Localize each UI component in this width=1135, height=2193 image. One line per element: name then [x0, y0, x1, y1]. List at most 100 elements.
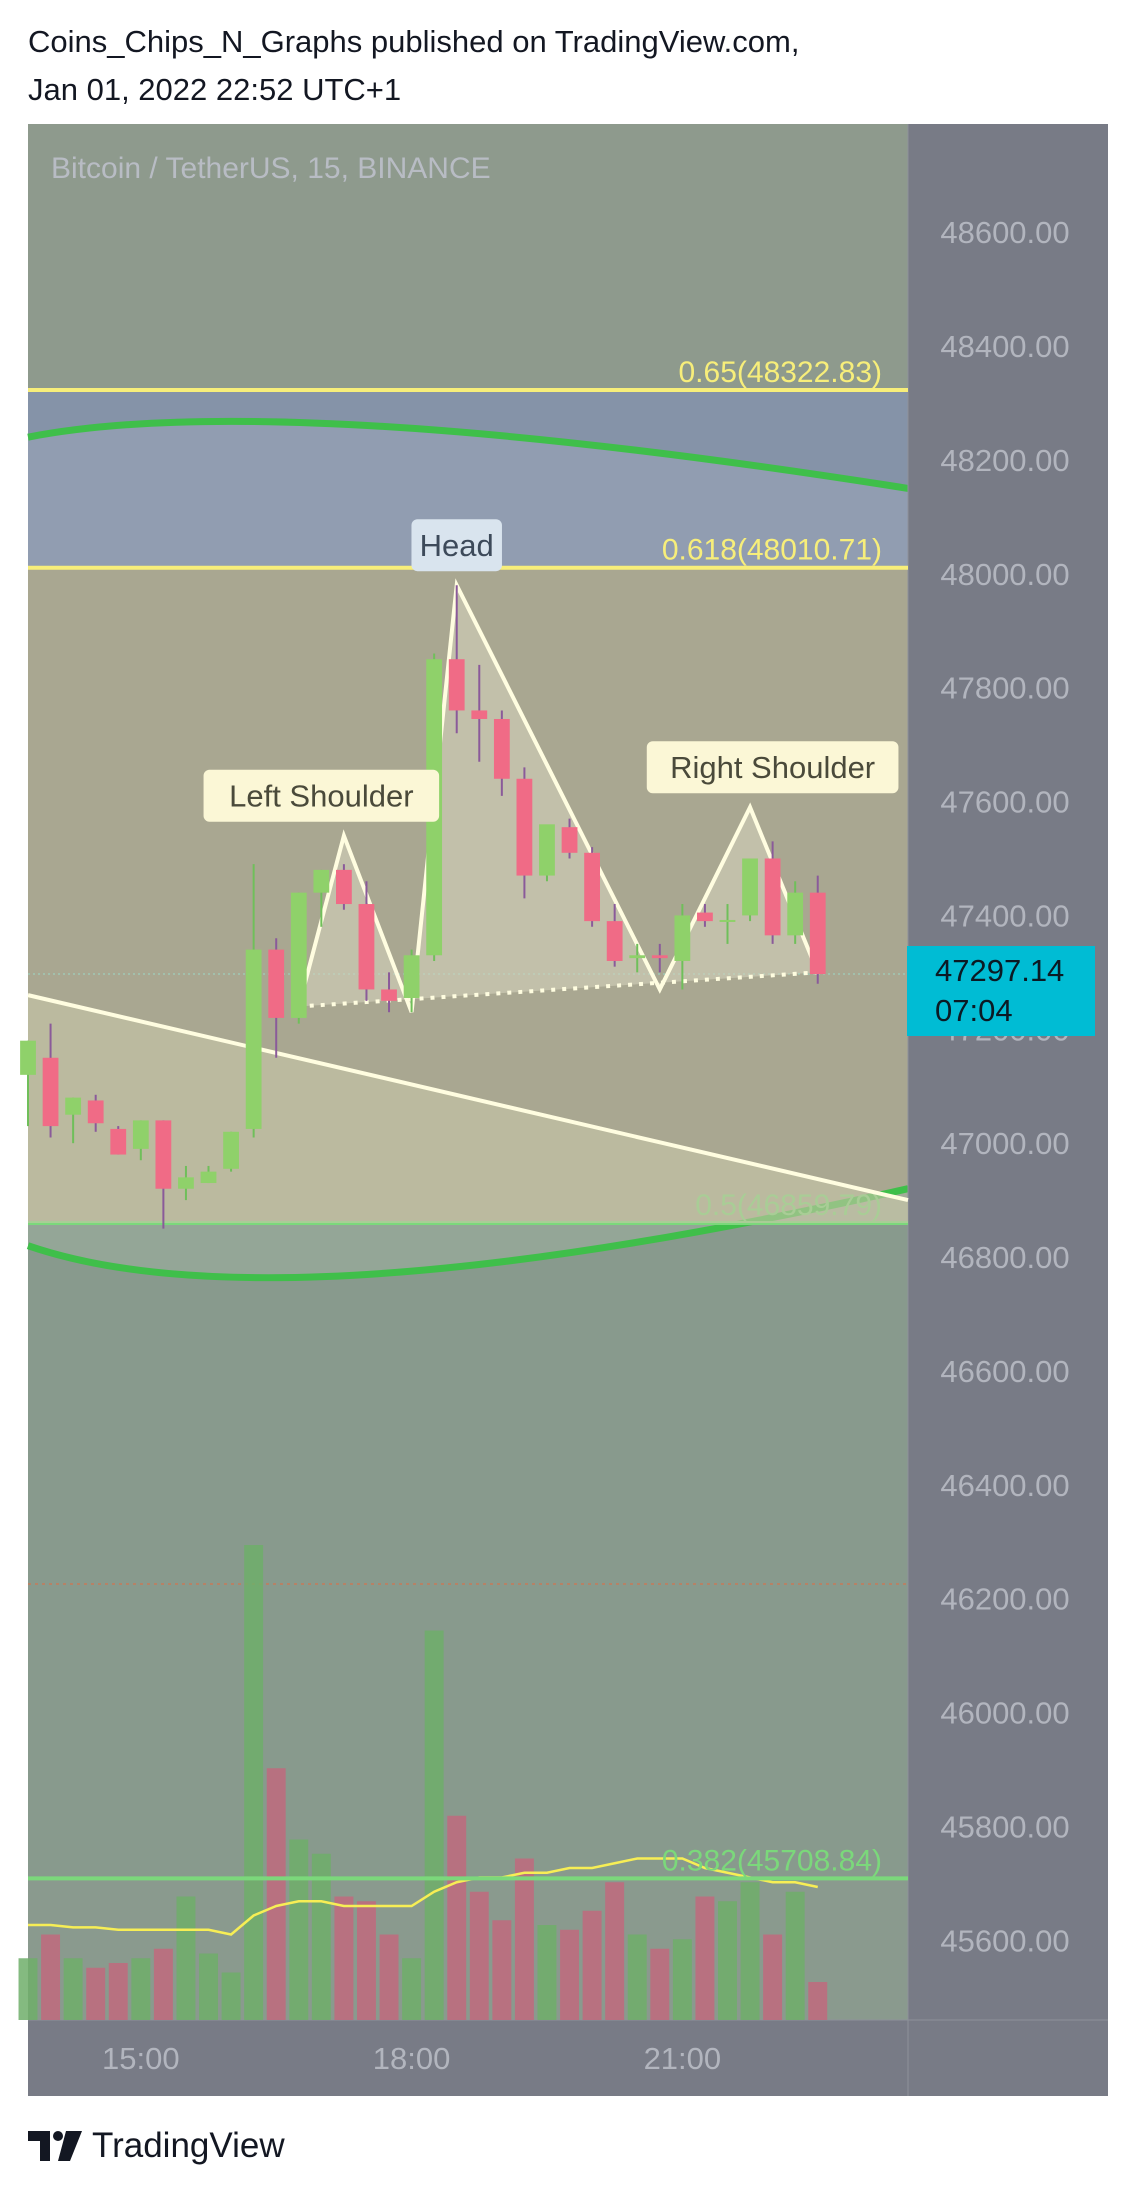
candle-countdown: 07:04 [935, 993, 1013, 1028]
candle[interactable] [223, 1131, 239, 1172]
y-tick-label: 48600.00 [940, 215, 1069, 250]
volume-bar [108, 1963, 128, 2020]
candle[interactable] [403, 949, 420, 1013]
volume-bar [492, 1920, 512, 2020]
volume-bar [718, 1901, 737, 2020]
candle-body [448, 659, 465, 711]
volume-bar [560, 1929, 580, 2020]
fib-zone-top [28, 124, 908, 390]
candle[interactable] [719, 904, 736, 944]
candle-body [132, 1120, 149, 1149]
volume-bar [63, 1958, 83, 2020]
candle[interactable] [155, 1120, 172, 1229]
trend-line [27, 993, 909, 1203]
volume-bar [650, 1948, 670, 2020]
candle[interactable] [65, 1097, 82, 1144]
y-tick-label: 48400.00 [940, 329, 1069, 364]
candle-body [809, 892, 826, 975]
candle[interactable] [336, 864, 352, 910]
pattern-label-head: Head [411, 519, 502, 572]
candle[interactable] [493, 710, 510, 796]
pattern-label-left-shoulder: Left Shoulder [203, 769, 440, 822]
volume-ma-line [28, 1857, 819, 1936]
fib-level-label: 0.618(48010.71) [662, 534, 882, 567]
candle-body [651, 955, 668, 959]
y-tick-label: 47800.00 [940, 671, 1069, 706]
volume-bar [356, 1901, 376, 2020]
candle[interactable] [809, 875, 826, 984]
volume-bar [289, 1839, 309, 2020]
candle[interactable] [87, 1094, 104, 1132]
volume-bar [402, 1958, 422, 2020]
candle[interactable] [290, 892, 307, 1024]
candle-body [516, 778, 533, 876]
candle-body [245, 949, 262, 1129]
publication-header: Coins_Chips_N_Graphs published on Tradin… [28, 18, 799, 114]
volume-bar [199, 1953, 218, 2020]
candle[interactable] [697, 904, 713, 927]
candle[interactable] [268, 938, 285, 1058]
volume-bar [18, 1958, 38, 2020]
candle[interactable] [20, 1040, 36, 1127]
candle[interactable] [381, 972, 397, 1013]
time-axis-panel [28, 2020, 1108, 2096]
candle[interactable] [516, 767, 533, 899]
volume-bar [582, 1910, 602, 2020]
candle[interactable] [245, 864, 262, 1138]
label-text: Left Shoulder [229, 779, 413, 814]
candle-body [336, 869, 352, 905]
label-box [203, 769, 440, 822]
x-tick-label: 21:00 [644, 2041, 722, 2076]
fib-zone-0.5-0.382 [28, 1223, 908, 1879]
candle[interactable] [110, 1126, 127, 1155]
candle[interactable] [200, 1165, 217, 1184]
y-tick-label: 47400.00 [940, 898, 1069, 933]
candle-body [629, 955, 646, 959]
volume-bar [424, 1630, 444, 2020]
volume-bar [605, 1882, 625, 2020]
candle-body [674, 915, 691, 961]
chart-title: Bitcoin / TetherUS, 15, BINANCE [51, 152, 491, 185]
candle-body [742, 858, 758, 916]
tradingview-logo[interactable]: TradingView [28, 2124, 285, 2168]
volume-bar [41, 1934, 61, 2020]
candle-body [313, 869, 330, 893]
candle[interactable] [471, 664, 488, 762]
candle[interactable] [561, 818, 578, 859]
candle-body [223, 1131, 239, 1169]
candle-body [561, 827, 578, 853]
candle[interactable] [178, 1165, 194, 1201]
y-tick-label: 46600.00 [940, 1354, 1069, 1389]
candle[interactable] [742, 858, 758, 922]
volume-bar [86, 1967, 106, 2020]
x-tick-label: 18:00 [373, 2041, 451, 2076]
candle[interactable] [584, 847, 600, 927]
candle[interactable] [539, 824, 555, 882]
candle[interactable] [358, 881, 375, 1001]
tradingview-brand: TradingView [92, 2126, 285, 2165]
publisher-line: Coins_Chips_N_Graphs published on Tradin… [28, 24, 800, 59]
volume-bar [311, 1853, 331, 2020]
candle[interactable] [651, 943, 668, 973]
candle[interactable] [606, 904, 623, 967]
candle[interactable] [448, 585, 465, 734]
candle[interactable] [42, 1023, 59, 1138]
last-price-label: 47297.14 07:04 [907, 946, 1095, 1036]
label-box [411, 519, 502, 572]
volume-bar [785, 1891, 805, 2020]
volume-bar [244, 1545, 264, 2020]
candle[interactable] [629, 943, 646, 973]
candle[interactable] [674, 904, 691, 990]
volume-bar [537, 1925, 557, 2020]
y-tick-label: 46200.00 [940, 1582, 1069, 1617]
tradingview-logo-icon [28, 2131, 82, 2161]
candle-body [178, 1177, 194, 1189]
candle-body [110, 1128, 127, 1155]
candle[interactable] [764, 841, 781, 944]
candle[interactable] [313, 869, 330, 927]
candle[interactable] [132, 1120, 149, 1161]
candle[interactable] [787, 881, 804, 944]
y-tick-label: 46000.00 [940, 1696, 1069, 1731]
label-box [646, 741, 899, 794]
